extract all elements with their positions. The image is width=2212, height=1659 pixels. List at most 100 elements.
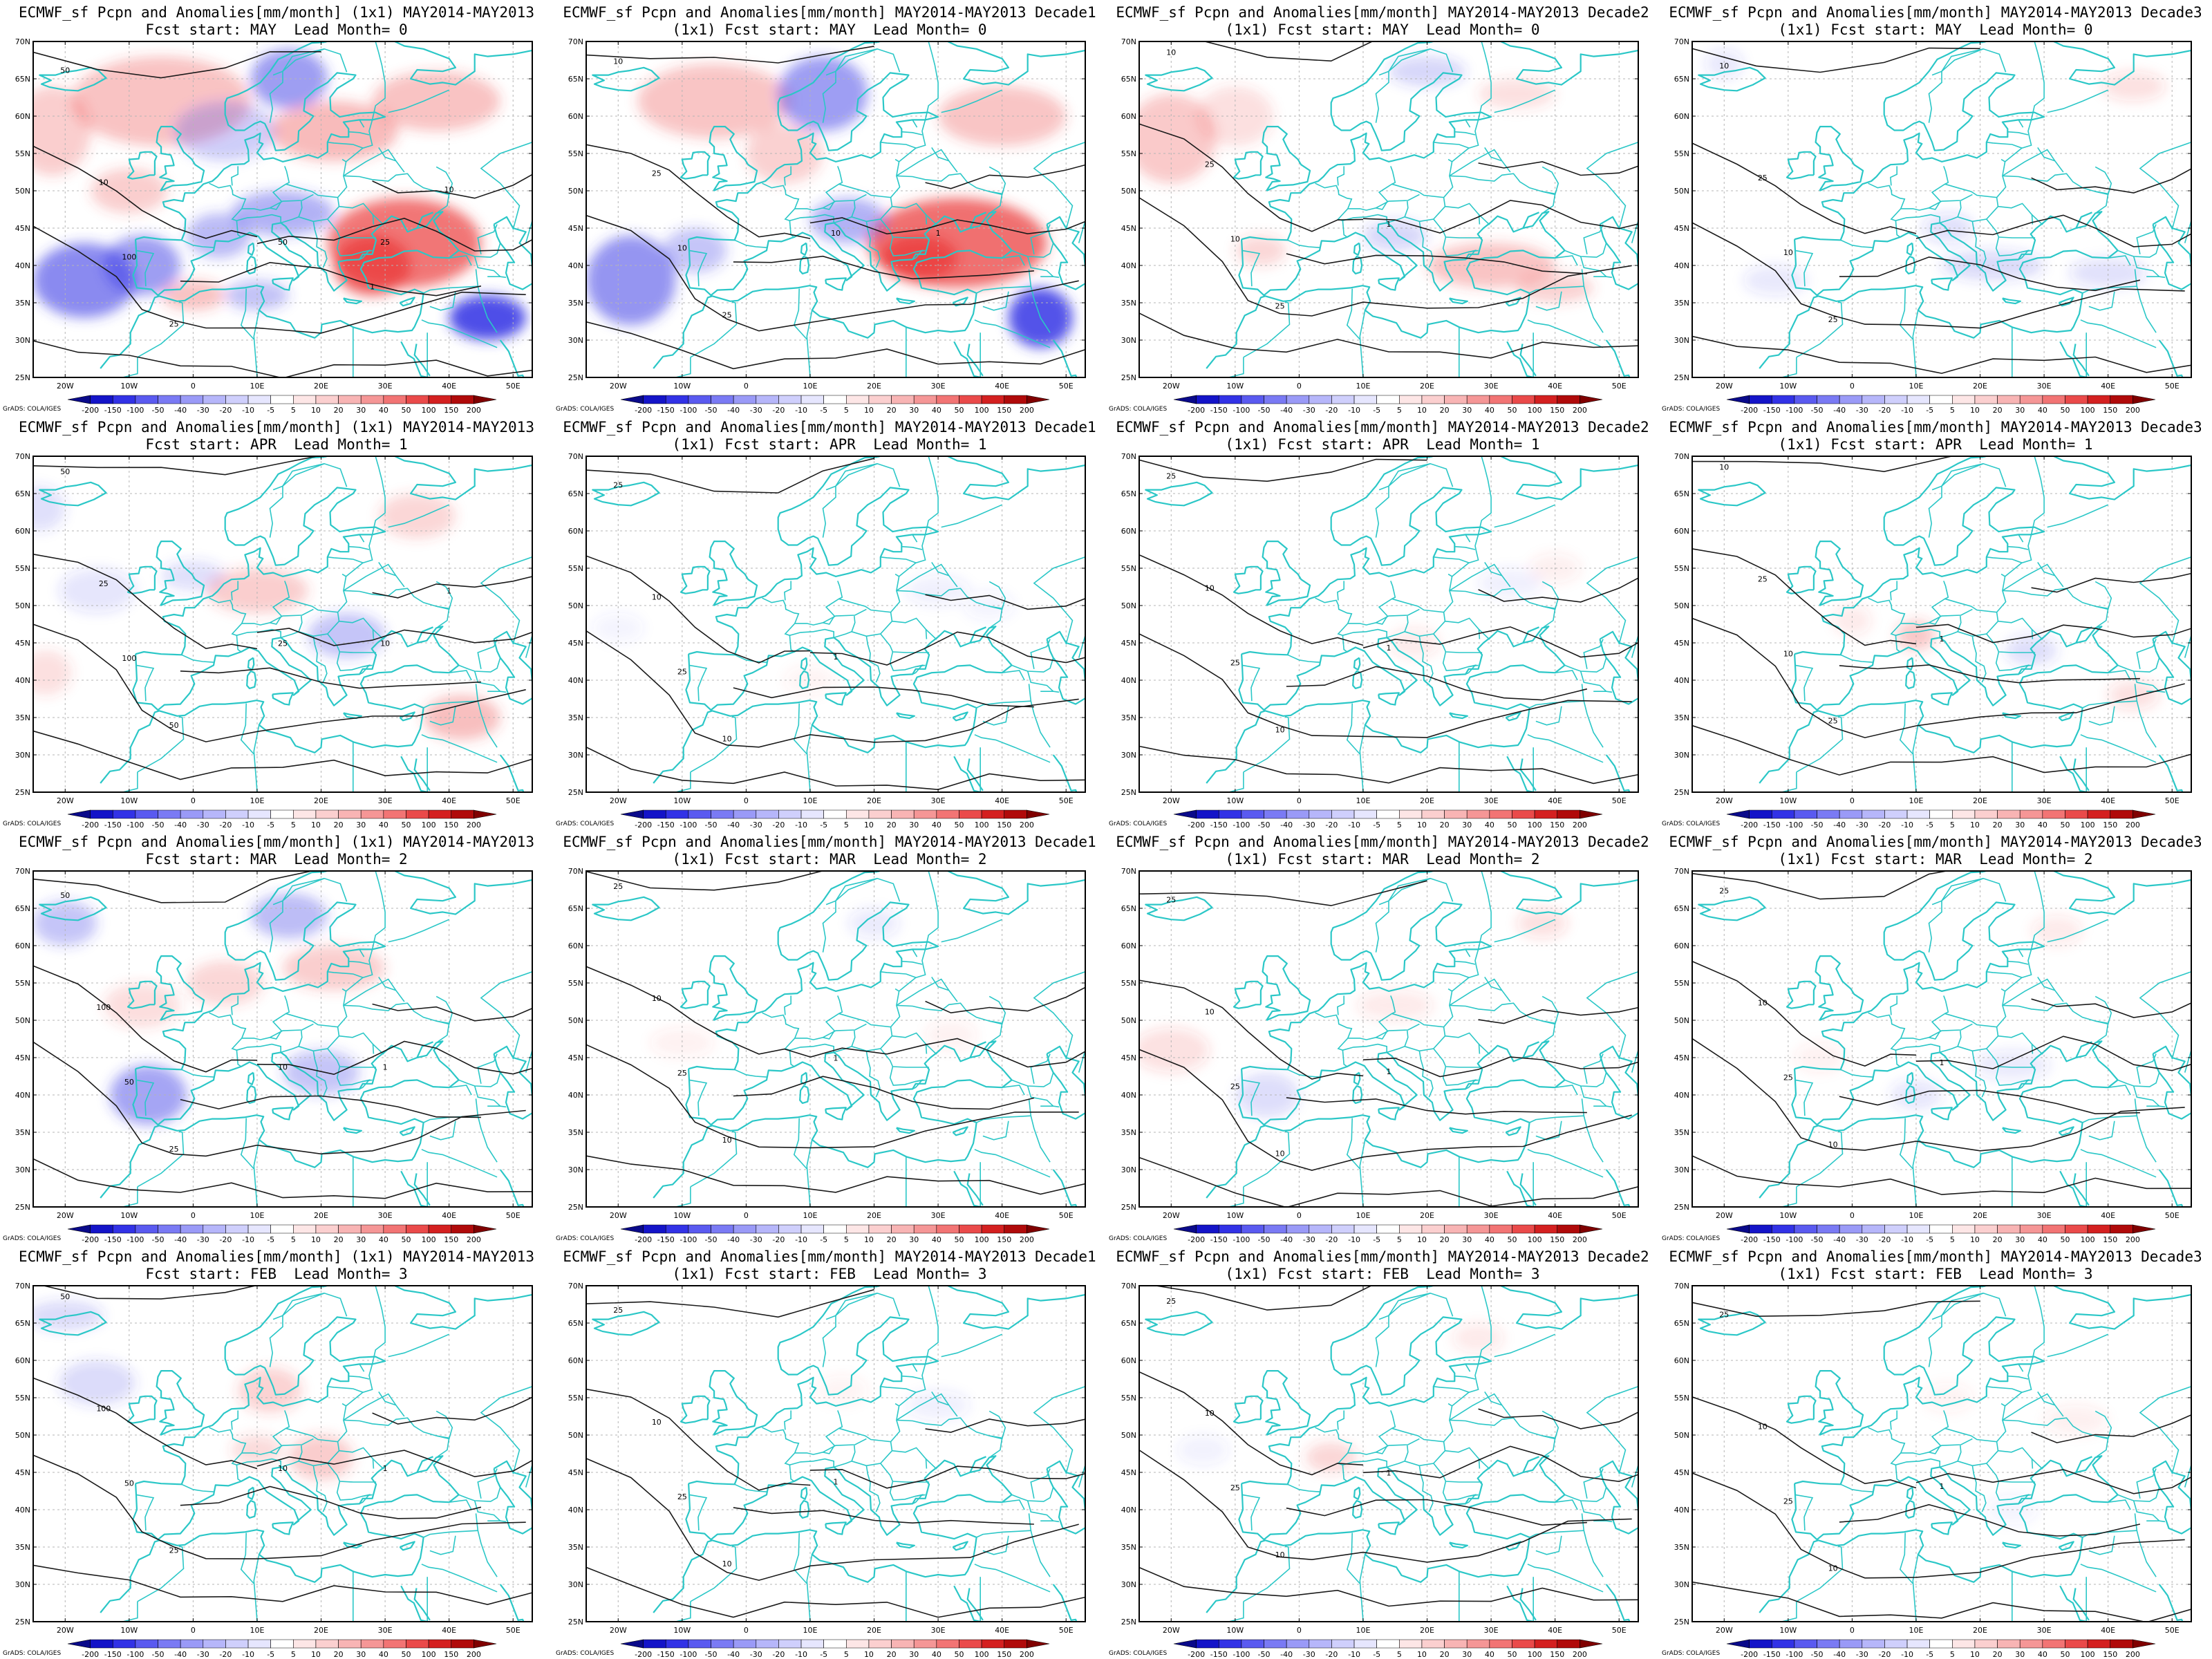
country-border (2139, 556, 2191, 645)
country-border (833, 1461, 852, 1468)
colorbar-label: -10 (242, 1650, 254, 1659)
precip-contour (586, 747, 1085, 791)
grads-credit: GrADS: COLA/IGES (3, 406, 61, 413)
map-panel: 10 25 10 25 10 1 70N 65N 60N 55N 50N 45N 40N 35N 30N 25… (553, 0, 1106, 415)
map-panel: 10 25 10 25 1 70N 65N 60N 55N 50N 45N 40N 35N 30N 25N 2… (1659, 415, 2212, 830)
coastline (1505, 711, 1521, 722)
colorbar-label: -5 (820, 1650, 827, 1659)
coastline (1352, 255, 1363, 274)
colorbar-swatch (360, 395, 384, 404)
country-border (2031, 1044, 2045, 1055)
country-border (312, 636, 328, 683)
panel-title: ECMWF_sf Pcpn and Anomalies[mm/month] MA… (1659, 834, 2212, 868)
coastline (2075, 626, 2092, 644)
contour-label: 10 (831, 229, 841, 238)
coastline (39, 481, 107, 507)
coastline (246, 1499, 257, 1519)
country-border (359, 534, 365, 543)
lon-tick-label: 40E (2101, 796, 2115, 805)
coastline (1815, 1370, 1864, 1436)
coastline (1232, 980, 1264, 1009)
map-frame (32, 41, 533, 378)
colorbar-swatch (643, 1639, 666, 1649)
colorbar-swatch (2042, 809, 2065, 819)
panel-title: ECMWF_sf Pcpn and Anomalies[mm/month] MA… (1106, 419, 1659, 453)
coastline (1232, 151, 1264, 180)
country-border (1011, 1072, 1054, 1087)
colorbar-label: 200 (467, 821, 481, 830)
colorbar-label: 50 (401, 821, 411, 830)
colorbar-swatch (936, 1224, 959, 1234)
colorbar-swatch (1974, 395, 1998, 404)
precip-contour (1139, 458, 1427, 482)
colorbar-swatch (270, 395, 294, 404)
colorbar-label: 10 (1417, 1650, 1427, 1659)
coastline (966, 1173, 984, 1206)
country-border (912, 948, 918, 957)
colorbar-label: 50 (954, 821, 964, 830)
colorbar-swatch (2019, 809, 2043, 819)
coastline (800, 1486, 808, 1500)
coastline (896, 1127, 916, 1134)
country-border (327, 1386, 364, 1394)
country-border (1868, 597, 1906, 653)
colorbar-swatch (1557, 395, 1580, 404)
coastline (126, 565, 158, 594)
lon-tick-label: 10W (1779, 1626, 1797, 1635)
country-border (1040, 691, 1060, 693)
country-border (823, 194, 867, 209)
country-border (880, 142, 917, 149)
colorbar-swatch (270, 1224, 294, 1234)
country-border (1027, 671, 1054, 692)
lat-tick-label: 50N (568, 1431, 583, 1440)
coastline (1698, 66, 1766, 92)
colorbar-label: 100 (2081, 1235, 2095, 1244)
lon-tick-label: 0 (1297, 1211, 1302, 1220)
country-border (1027, 256, 1054, 277)
country-border (976, 1098, 1032, 1123)
country-border (348, 131, 370, 135)
colorbar-swatch (1512, 809, 1535, 819)
country-border (1359, 1554, 1366, 1622)
country-border (1241, 250, 1261, 287)
lon-tick-label: 10W (120, 1626, 138, 1635)
colorbar-swatch (1399, 1224, 1423, 1234)
contour-label: 25 (1230, 658, 1240, 667)
colorbar-swatch (733, 395, 757, 404)
coastline (966, 1588, 984, 1621)
panel-title-line-2: (1x1) Fcst start: MAR Lead Month= 2 (672, 851, 987, 868)
map-panel: 25 10 25 10 1 70N 65N 60N 55N 50N 45N 40N 35N 30N 25N 2… (553, 415, 1106, 830)
grads-credit: GrADS: COLA/IGES (1109, 1650, 1167, 1657)
lon-tick-label: 10E (803, 1626, 817, 1635)
country-border (762, 182, 800, 238)
lon-tick-label: 50E (1612, 382, 1627, 391)
contour-label: 10 (1719, 462, 1729, 471)
map-panel: 10 25 10 25 70N 65N 60N 55N 50N 45N 40N 35N 30N 25N 20… (1659, 0, 2212, 415)
lon-tick-label: 40E (1548, 382, 1562, 391)
country-border (423, 1513, 479, 1538)
coastline (343, 1541, 363, 1549)
colorbar-label: 5 (844, 1235, 849, 1244)
panel-title: ECMWF_sf Pcpn and Anomalies[mm/month] MA… (1659, 4, 2212, 39)
country-border (1359, 310, 1366, 377)
country-border (1030, 1053, 1051, 1084)
country-border (388, 504, 450, 528)
lon-tick-label: 20W (610, 382, 627, 391)
country-border (1030, 286, 1051, 333)
coastline (2058, 1541, 2074, 1551)
lat-tick-label: 60N (1121, 1356, 1136, 1365)
panel-title-line-1: ECMWF_sf Pcpn and Anomalies[mm/month] MA… (563, 419, 1096, 435)
country-border (2094, 1410, 2112, 1440)
coastline (1506, 756, 1534, 792)
lat-tick-label: 60N (1674, 112, 1689, 121)
coastline (592, 66, 660, 92)
country-border (312, 221, 328, 268)
country-border (2047, 1333, 2109, 1358)
country-border (1027, 1085, 1054, 1107)
colorbar-label: 10 (1417, 821, 1427, 830)
country-border (241, 166, 290, 211)
colorbar-label: -10 (1348, 821, 1360, 830)
lat-tick-label: 70N (568, 37, 583, 46)
colorbar-label: 40 (932, 821, 941, 830)
country-border (343, 1002, 450, 1042)
